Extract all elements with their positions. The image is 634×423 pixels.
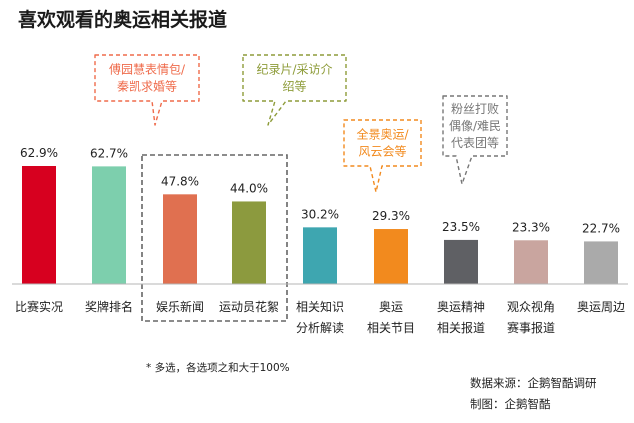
category-labels: 比赛实况 奖牌排名 娱乐新闻 运动员花絮 相关知识分析解读奥运相关节目奥运精神相关报道观… (15, 299, 625, 335)
value-label-2: 62.7% (90, 146, 128, 160)
callout-text-1: 傅园慧表情包/秦凯求婚等 (109, 62, 186, 94)
bar-7 (444, 239, 478, 284)
category-label-4: 运动员花絮 (219, 299, 279, 314)
callout-text-3: 全景奥运/风云会等 (356, 127, 409, 159)
category-label-5: 相关知识分析解读 (296, 300, 344, 335)
category-label-8: 观众视角赛事报道 (507, 299, 555, 335)
category-label-1: 比赛实况 (15, 299, 63, 314)
bars (22, 166, 618, 284)
category-label-3: 娱乐新闻 (156, 299, 204, 314)
callout-box-3 (343, 119, 422, 193)
bar-3 (163, 194, 197, 284)
footnote: * 多选，各选项之和大于100% (146, 361, 290, 374)
bar-9 (584, 241, 618, 284)
bar-5 (303, 227, 337, 284)
callout-text-4: 粉丝打败偶像/难民代表团等 (449, 101, 501, 150)
bar-2 (92, 166, 126, 284)
category-label-7: 奥运精神相关报道 (437, 300, 485, 335)
chart-credit: 制图：企鹅智酷 (470, 397, 551, 411)
highlight-box-frame (141, 154, 288, 322)
data-source: 数据来源：企鹅智酷调研 (470, 376, 597, 390)
chart-title: 喜欢观看的奥运相关报道 (18, 8, 227, 31)
value-label-4: 44.0% (230, 181, 268, 195)
callout-box-2 (242, 54, 347, 126)
value-label-1: 62.9% (20, 146, 58, 160)
value-labels: 62.9% 62.7% 47.8% 44.0% 30.2% 29.3% 23.5% 23.3%… (20, 146, 620, 235)
value-label-9: 22.7% (582, 221, 620, 235)
highlight-box (141, 154, 288, 322)
category-label-9: 奥运周边 (577, 300, 625, 314)
bar-1 (22, 166, 56, 284)
value-label-7: 23.5% (442, 220, 480, 234)
bar-8 (514, 240, 548, 284)
value-label-6: 29.3% (372, 209, 410, 223)
bar-6 (374, 229, 408, 284)
category-label-2: 奖牌排名 (85, 299, 133, 314)
callout-box-4 (442, 95, 508, 185)
value-label-3: 47.8% (161, 174, 199, 188)
callout-box-1 (94, 54, 200, 126)
value-label-8: 23.3% (512, 220, 550, 234)
bar-4 (232, 201, 266, 284)
value-label-5: 30.2% (301, 207, 339, 221)
callout-text-2: 纪录片/采访介绍等 (256, 63, 332, 94)
category-label-6: 奥运相关节目 (367, 300, 415, 335)
